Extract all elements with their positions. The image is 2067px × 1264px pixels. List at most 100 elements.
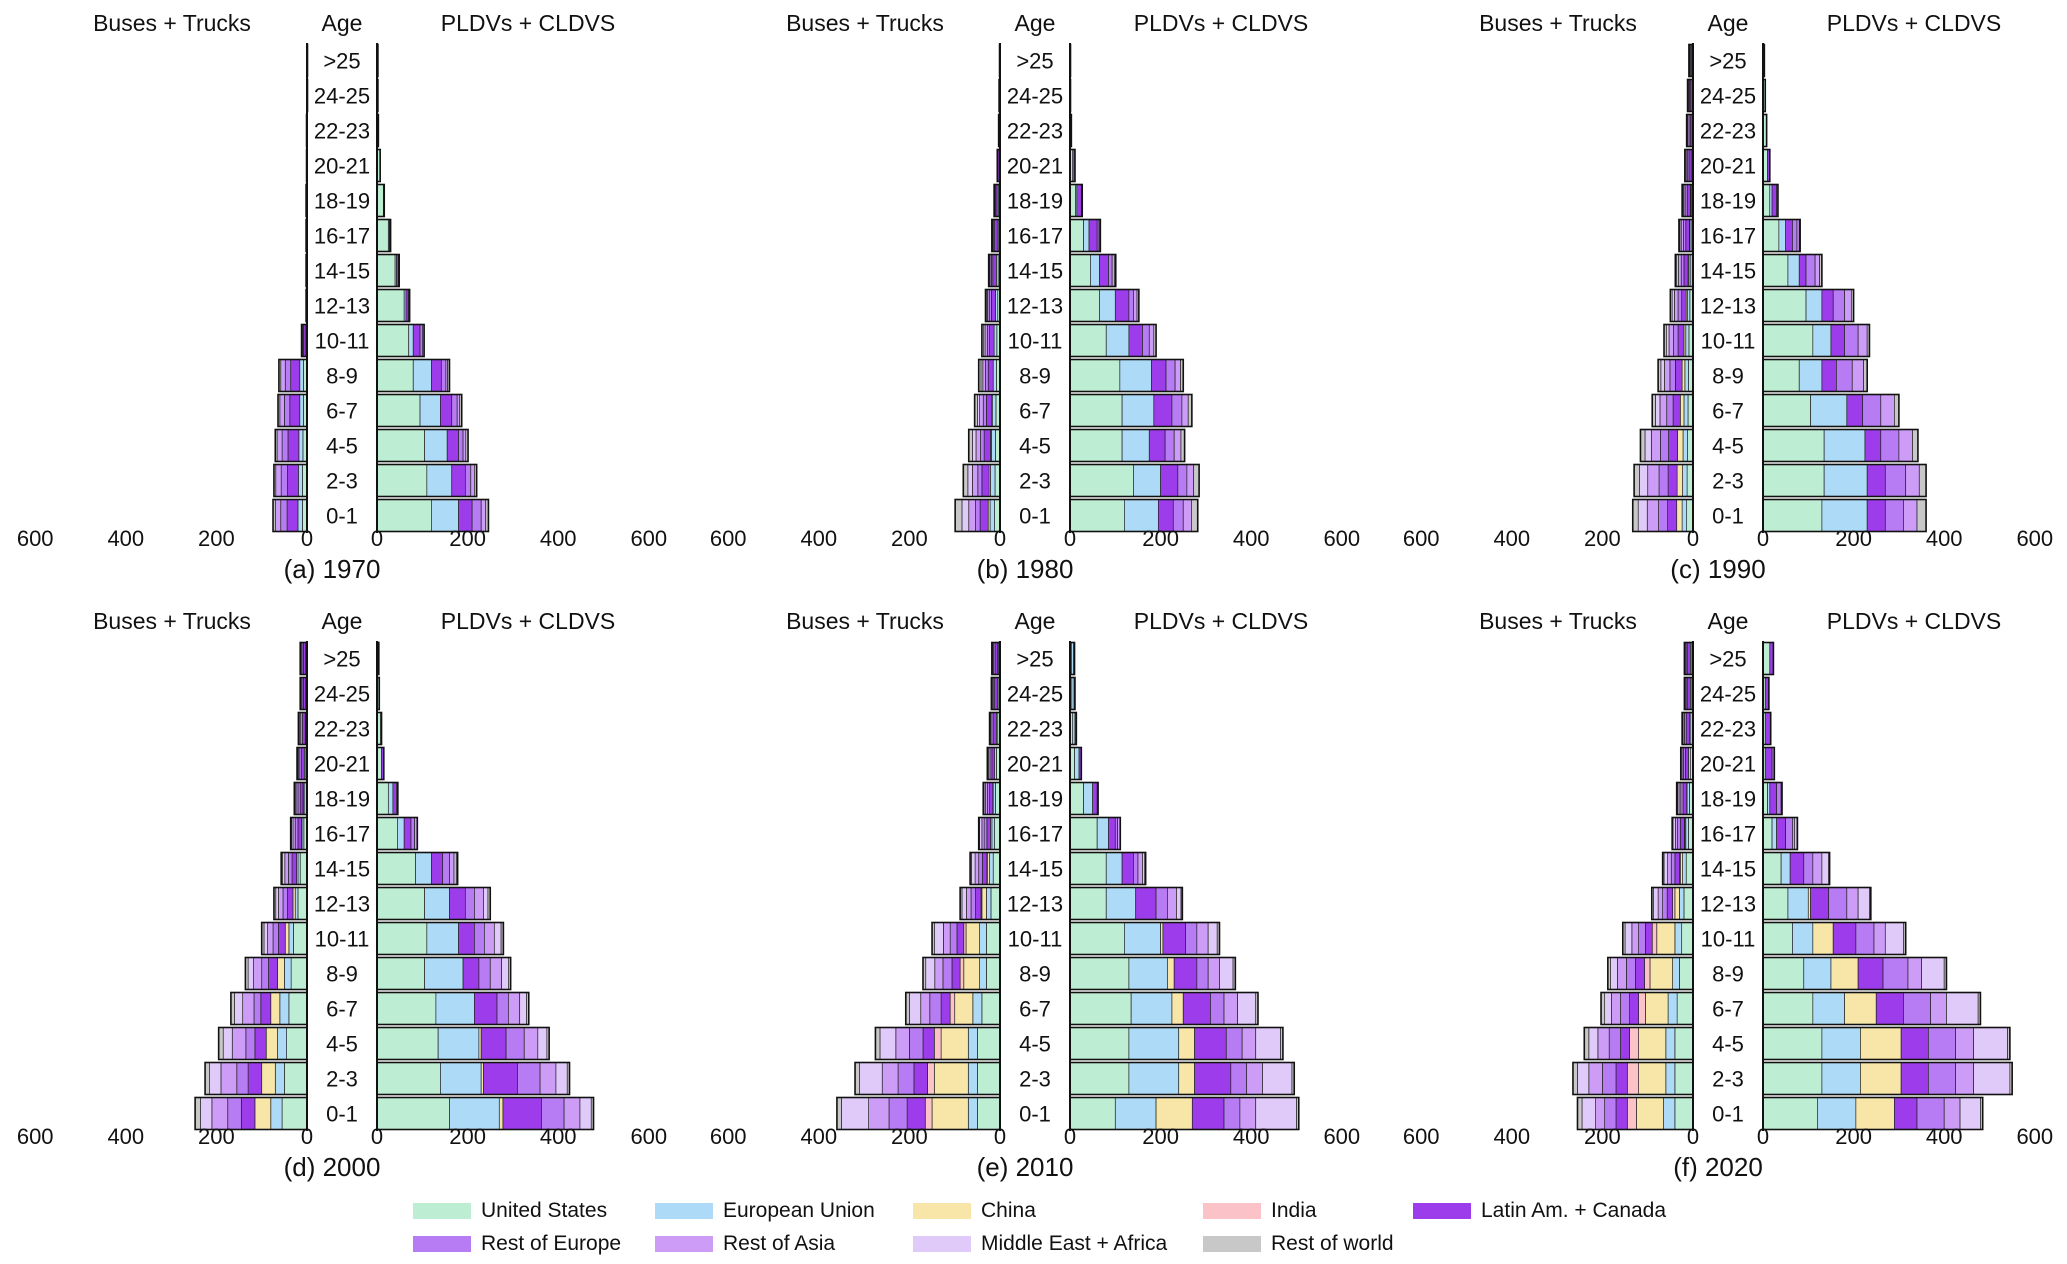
- bar-left-rest-of-asia-7: [278, 887, 284, 920]
- right-group-label: PLDVs + CLDVS: [1134, 608, 1309, 634]
- bar-right-latin-am-canada-10: [474, 992, 498, 1025]
- bar-left-india-12: [927, 1062, 935, 1095]
- bar-right-united-states-4: [1069, 782, 1084, 815]
- bar-right-european-union-12: [1133, 464, 1161, 497]
- x-tick-left: 400: [107, 1124, 144, 1149]
- age-label: 2-3: [1712, 1067, 1744, 1092]
- bar-right-united-states-6: [376, 852, 416, 885]
- bar-left-china-10: [1645, 992, 1669, 1025]
- bar-left-middle-east-africa-8: [1624, 922, 1633, 955]
- bar-left-latin-am-canada-4: [1682, 782, 1688, 815]
- bar-left-middle-east-africa-6: [971, 852, 976, 885]
- bar-right-european-union-13: [449, 1097, 500, 1130]
- age-label: 6-7: [1019, 399, 1051, 424]
- x-tick-left: 0: [1687, 1124, 1699, 1149]
- bar-right-latin-am-canada-5: [1785, 219, 1793, 252]
- left-group-label: Buses + Trucks: [93, 10, 251, 36]
- x-tick-left: 0: [301, 526, 313, 551]
- age-header: Age: [322, 10, 363, 36]
- age-label: 16-17: [314, 224, 370, 249]
- age-label: >25: [1016, 647, 1053, 672]
- bar-left-european-union-5: [991, 817, 995, 850]
- bar-right-european-union-12: [1128, 1062, 1180, 1095]
- bar-left-rest-of-europe-7: [282, 887, 288, 920]
- bar-right-european-union-5: [1771, 817, 1777, 850]
- bar-left-latin-am-canada-12: [981, 464, 990, 497]
- age-label: 22-23: [1700, 717, 1756, 742]
- bar-right-latin-am-canada-5: [1776, 817, 1786, 850]
- bar-left-china-11: [1638, 1027, 1667, 1060]
- age-label: 4-5: [1712, 1032, 1744, 1057]
- bar-left-latin-am-canada-8: [278, 922, 286, 955]
- bar-left-latin-am-canada-9: [951, 957, 961, 990]
- bar-right-united-states-7: [1069, 289, 1100, 322]
- bar-left-china-13: [254, 1097, 272, 1130]
- bar-right-united-states-12: [1762, 1062, 1823, 1095]
- x-tick-right: 400: [1233, 526, 1270, 551]
- age-label: 12-13: [1007, 294, 1063, 319]
- x-tick-left: 600: [1403, 526, 1440, 551]
- bar-right-latin-am-canada-3: [1764, 747, 1773, 780]
- bar-left-india-10: [949, 992, 956, 1025]
- bar-right-european-union-8: [1812, 324, 1832, 357]
- x-tick-right: 400: [540, 526, 577, 551]
- bar-left-china-12: [933, 1062, 969, 1095]
- bar-left-rest-of-europe-8: [949, 922, 958, 955]
- bar-left-latin-am-canada-7: [1681, 289, 1687, 322]
- bar-right-european-union-9: [1803, 957, 1832, 990]
- age-label: 4-5: [1712, 434, 1744, 459]
- bar-left-latin-am-canada-6: [992, 254, 997, 287]
- bar-right-latin-am-canada-4: [1092, 782, 1098, 815]
- bar-left-european-union-9: [299, 359, 304, 392]
- bar-right-rest-of-europe-5: [410, 817, 415, 850]
- legend-swatch: [913, 1236, 971, 1252]
- bar-left-middle-east-africa-11: [1644, 429, 1652, 462]
- bar-right-rest-of-europe-10: [1903, 992, 1931, 1025]
- bar-right-united-states-5: [1069, 817, 1098, 850]
- bar-right-rest-of-world-12: [1193, 464, 1200, 497]
- bar-left-middle-east-africa-10: [1655, 394, 1661, 427]
- bar-right-latin-am-canada-9: [462, 957, 480, 990]
- age-label: 6-7: [326, 997, 358, 1022]
- bar-left-rest-of-asia-9: [934, 957, 944, 990]
- bar-left-united-states-7: [1683, 887, 1694, 920]
- left-group-label: Buses + Trucks: [1479, 10, 1637, 36]
- x-tick-right: 600: [2016, 526, 2053, 551]
- bar-left-latin-am-canada-1: [1687, 677, 1691, 710]
- bar-right-united-states-12: [1069, 464, 1134, 497]
- age-label: 0-1: [1712, 504, 1744, 529]
- panel-title: (a) 1970: [284, 554, 381, 584]
- bar-right-european-union-4: [387, 782, 394, 815]
- bar-right-united-states-7: [1069, 887, 1107, 920]
- bar-right-latin-am-canada-10: [1875, 992, 1904, 1025]
- bar-left-rest-of-asia-11: [895, 1027, 910, 1060]
- bar-left-india-11: [1629, 1027, 1639, 1060]
- bar-right-united-states-12: [1762, 464, 1825, 497]
- left-group-label: Buses + Trucks: [786, 608, 944, 634]
- age-label: 24-25: [314, 84, 370, 109]
- x-tick-left: 600: [17, 526, 54, 551]
- bar-left-latin-am-canada-6: [1674, 852, 1680, 885]
- bar-right-european-union-13: [1821, 499, 1868, 532]
- age-label: 2-3: [1712, 469, 1744, 494]
- age-label: 6-7: [1712, 997, 1744, 1022]
- age-label: 0-1: [1019, 1102, 1051, 1127]
- bar-right-latin-am-canada-6: [1789, 852, 1805, 885]
- age-label: 16-17: [1700, 822, 1756, 847]
- bar-right-rest-of-europe-10: [451, 394, 458, 427]
- bar-left-latin-am-canada-3: [301, 747, 305, 780]
- x-tick-left: 400: [800, 526, 837, 551]
- bar-right-rest-of-asia-7: [1167, 887, 1177, 920]
- bar-left-middle-east-africa-6: [1663, 852, 1668, 885]
- bar-right-china-12: [1860, 1062, 1902, 1095]
- bar-right-united-states-12: [376, 464, 428, 497]
- bar-right-united-states-7: [1762, 289, 1807, 322]
- bar-left-rest-of-world-12: [1633, 464, 1640, 497]
- bar-left-united-states-8: [293, 922, 308, 955]
- bar-left-latin-am-canada-4: [989, 782, 994, 815]
- bar-right-rest-of-asia-9: [1174, 359, 1181, 392]
- bar-right-european-union-7: [1105, 887, 1137, 920]
- bar-left-latin-am-canada-4: [299, 782, 304, 815]
- bar-left-rest-of-asia-11: [1650, 429, 1661, 462]
- age-label: 2-3: [326, 469, 358, 494]
